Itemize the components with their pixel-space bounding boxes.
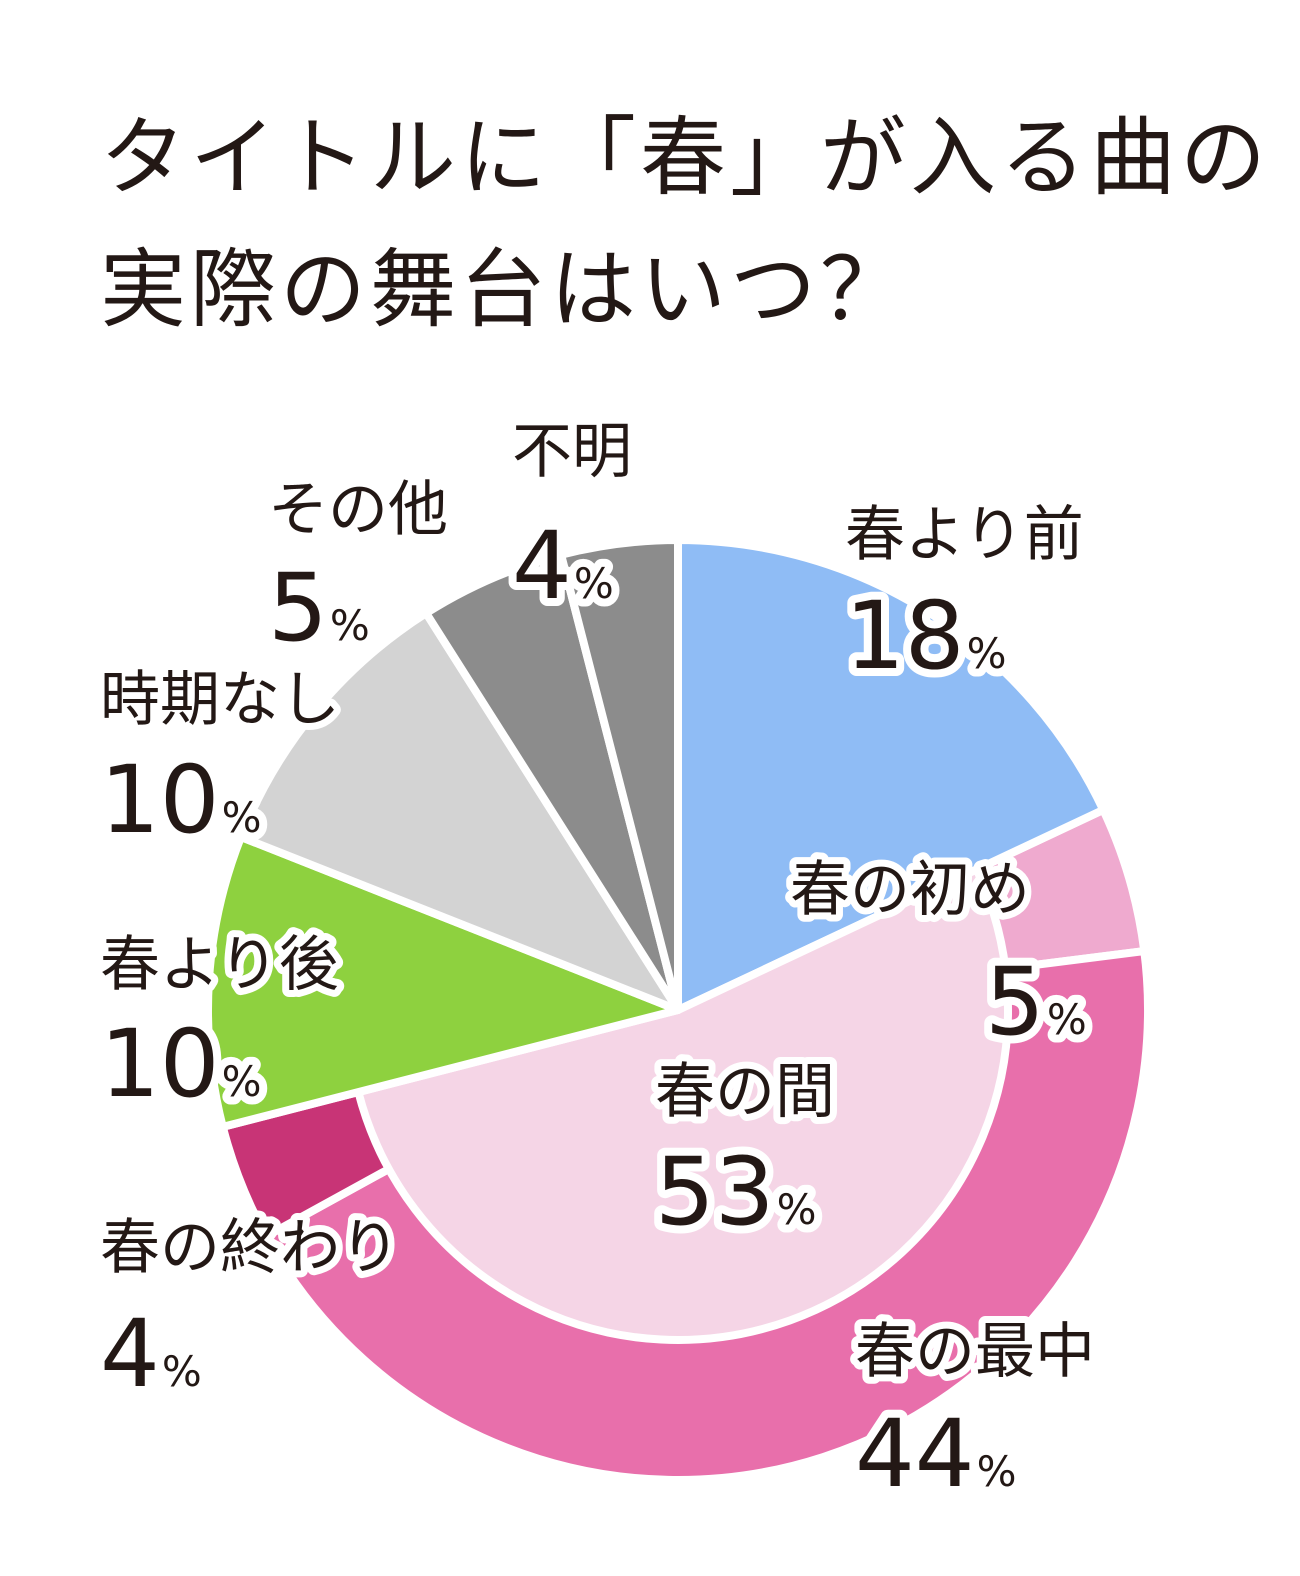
label-slice-6-value: 4% (512, 512, 614, 621)
label-slice-4: 時期なし 10% (92, 658, 347, 863)
label-slice-5-name: その他 (268, 475, 448, 545)
label-ring-segment-2-name: 春の最中 (855, 1317, 1095, 1387)
label-slice-3: 春より後 10% (92, 923, 346, 1127)
label-slice-6-name: 不明 (512, 417, 632, 487)
label-slice-2-value: 53% (655, 1138, 817, 1247)
label-slice-2-name: 春の間 (655, 1057, 835, 1127)
label-slice-3-name: 春より後 (100, 930, 339, 1000)
label-ring-segment-1: 春の初め 5% (783, 848, 1095, 1065)
label-ring-segment-3: 春の終わり 4% (92, 1206, 407, 1417)
pie-slice-2 (354, 865, 1012, 1344)
label-slice-5: その他 5% (260, 468, 455, 671)
slice-labels: 春より前 18% 春の間 53% 春の初め 5% 春の最中 44% 春の終わり 4% 春より後 10%… (92, 410, 1102, 1517)
label-ring-segment-3-value: 4% (100, 1300, 202, 1409)
label-slice-4-name: 時期なし (100, 665, 340, 735)
label-slice-5-value: 5% (268, 554, 370, 663)
label-ring-segment-3-name: 春の終わり (100, 1213, 400, 1283)
pie-slice-3 (204, 832, 682, 1131)
label-ring-segment-1-name: 春の初め (790, 855, 1030, 925)
label-slice-6: 不明 4% (504, 410, 639, 629)
label-slice-4-value: 10% (100, 746, 262, 855)
label-slice-1-value: 18% (845, 582, 1007, 691)
pie-slice-1 (674, 536, 1108, 1014)
label-ring-segment-2-value: 44% (855, 1400, 1017, 1509)
label-slice-3-value: 10% (100, 1010, 262, 1119)
chart-title-line-2: 実際の舞台はいつ？ (100, 240, 910, 340)
chart-title: タイトルに「春」が入る曲の 実際の舞台はいつ？ (100, 92, 1280, 356)
pie-slices (204, 536, 1108, 1344)
chart-title-line-1: タイトルに「春」が入る曲の (100, 108, 1270, 208)
label-ring-segment-2: 春の最中 44% (847, 1310, 1102, 1517)
label-slice-1: 春より前 18% (837, 493, 1091, 699)
label-ring-segment-1-value: 5% (985, 948, 1087, 1057)
label-slice-1-name: 春より前 (845, 500, 1084, 570)
pie-slice-4 (237, 609, 682, 1014)
label-slice-2: 春の間 53% (647, 1050, 842, 1255)
pie-slice-6 (557, 536, 682, 1014)
